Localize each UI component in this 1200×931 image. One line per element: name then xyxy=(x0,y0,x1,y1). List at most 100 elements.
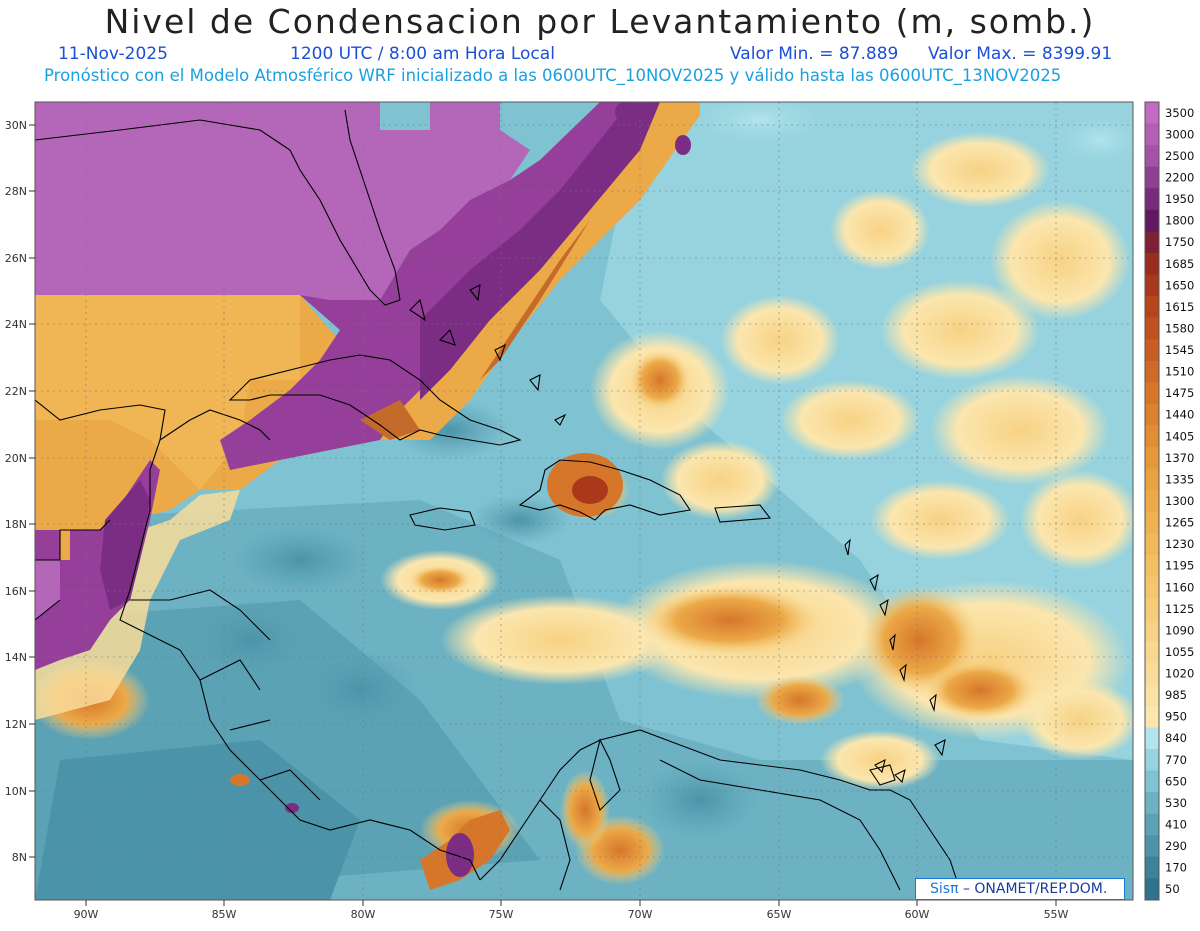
lat-label: 12N xyxy=(5,718,27,731)
colorbar-label: 1615 xyxy=(1165,300,1194,314)
lon-label: 85W xyxy=(212,908,237,921)
lon-label: 75W xyxy=(489,908,514,921)
colorbar-swatch xyxy=(1145,252,1159,276)
colorbar-swatch xyxy=(1145,684,1159,707)
graticule xyxy=(35,102,1133,900)
colorbar-swatch xyxy=(1145,705,1159,728)
colorbar-swatch xyxy=(1145,533,1159,556)
colorbar-label: 650 xyxy=(1165,774,1187,788)
colorbar-swatch xyxy=(1145,792,1159,815)
colorbar-label: 1685 xyxy=(1165,257,1194,271)
colorbar-label: 1475 xyxy=(1165,386,1194,400)
purple-high-lcl xyxy=(35,102,530,300)
colorbar-swatch xyxy=(1145,511,1159,534)
colorbar-label: 1020 xyxy=(1165,667,1194,681)
map-title: Nivel de Condensacion por Levantamiento … xyxy=(104,2,1096,41)
credit-box: Sisπ – ONAMET/REP.DOM. xyxy=(915,878,1125,900)
colorbar-swatch xyxy=(1145,274,1159,297)
colorbar-label: 1265 xyxy=(1165,516,1194,530)
colorbar-swatch xyxy=(1145,382,1159,405)
colorbar-swatch xyxy=(1145,209,1159,232)
colorbar-label: 1440 xyxy=(1165,408,1194,422)
colorbar-label: 1405 xyxy=(1165,429,1194,443)
lat-label: 14N xyxy=(5,651,27,664)
colorbar-label: 950 xyxy=(1165,710,1187,724)
colorbar-swatch xyxy=(1145,231,1159,254)
colorbar-label: 1230 xyxy=(1165,537,1194,551)
colorbar-swatch xyxy=(1145,813,1159,836)
valid-time: 1200 UTC / 8:00 am Hora Local xyxy=(290,44,555,64)
colorbar-label: 3000 xyxy=(1165,127,1194,141)
colorbar: 3500 3000 2500 2200 1950 1800 1750 1685 1650 1615… xyxy=(1144,101,1194,901)
lat-label: 28N xyxy=(5,185,27,198)
colorbar-label: 1055 xyxy=(1165,645,1194,659)
colorbar-label: 290 xyxy=(1165,839,1187,853)
colorbar-label: 50 xyxy=(1165,882,1180,896)
colorbar-swatch xyxy=(1145,641,1159,664)
colorbar-swatch xyxy=(1145,770,1159,793)
colorbar-label: 840 xyxy=(1165,731,1187,745)
colorbar-swatch xyxy=(1145,878,1159,901)
lat-label: 20N xyxy=(5,452,27,465)
colorbar-swatch xyxy=(1145,554,1159,577)
colorbar-swatch xyxy=(1145,468,1159,491)
min-value: Valor Min. = 87.889 xyxy=(730,44,899,64)
coastlines xyxy=(35,109,961,891)
colorbar-swatch xyxy=(1145,317,1159,340)
lon-label: 90W xyxy=(74,908,99,921)
colorbar-swatch xyxy=(1145,145,1159,168)
colorbar-label: 1195 xyxy=(1165,559,1194,573)
colorbar-swatch xyxy=(1145,447,1159,470)
lat-label: 8N xyxy=(12,851,27,864)
colorbar-label: 985 xyxy=(1165,688,1187,702)
credit-text: – ONAMET/REP.DOM. xyxy=(962,881,1108,897)
lon-label: 65W xyxy=(767,908,792,921)
colorbar-label: 1160 xyxy=(1165,580,1194,594)
colorbar-swatch xyxy=(1145,490,1159,513)
colorbar-swatch xyxy=(1145,662,1159,685)
colorbar-swatch xyxy=(1145,576,1159,599)
colorbar-swatch xyxy=(1145,425,1159,448)
lat-label: 16N xyxy=(5,585,27,598)
colorbar-swatch xyxy=(1145,727,1159,750)
colorbar-label: 530 xyxy=(1165,796,1187,810)
colorbar-label: 1580 xyxy=(1165,321,1194,335)
colorbar-swatch xyxy=(1145,856,1159,879)
lat-label: 26N xyxy=(5,252,27,265)
valid-date: 11-Nov-2025 xyxy=(58,44,168,64)
map-frame xyxy=(34,101,1134,901)
longitude-axis: 90W 85W 80W 75W 70W 65W 60W 55W xyxy=(74,900,1069,921)
model-subtitle: Pronóstico con el Modelo Atmosférico WRF… xyxy=(44,66,1062,85)
lon-label: 80W xyxy=(351,908,376,921)
lon-label: 55W xyxy=(1044,908,1069,921)
colorbar-swatch xyxy=(1145,339,1159,362)
colorbar-label: 1335 xyxy=(1165,472,1194,486)
colorbar-label: 1090 xyxy=(1165,623,1194,637)
colorbar-label: 1545 xyxy=(1165,343,1194,357)
max-value: Valor Max. = 8399.91 xyxy=(928,44,1113,64)
colorbar-label: 410 xyxy=(1165,818,1187,832)
colorbar-label: 1370 xyxy=(1165,451,1194,465)
colorbar-label: 1125 xyxy=(1165,602,1194,616)
colorbar-label: 1510 xyxy=(1165,365,1194,379)
colorbar-swatch xyxy=(1145,360,1159,383)
lon-label: 60W xyxy=(905,908,930,921)
lon-label: 70W xyxy=(628,908,653,921)
lat-label: 30N xyxy=(5,119,27,132)
colorbar-label: 770 xyxy=(1165,753,1187,767)
colorbar-frame xyxy=(1144,101,1160,901)
colorbar-swatch xyxy=(1145,835,1159,858)
colorbar-swatch xyxy=(1145,188,1159,211)
lat-label: 18N xyxy=(5,518,27,531)
colorbar-swatch xyxy=(1145,749,1159,772)
colorbar-swatch xyxy=(1145,102,1159,125)
lat-label: 22N xyxy=(5,385,27,398)
colorbar-swatch xyxy=(1145,598,1159,621)
colorbar-swatch xyxy=(1145,123,1159,146)
colorbar-label: 3500 xyxy=(1165,106,1194,120)
map-area xyxy=(35,102,1133,900)
colorbar-label: 1800 xyxy=(1165,214,1194,228)
colorbar-swatch xyxy=(1145,296,1159,319)
colorbar-label: 1650 xyxy=(1165,278,1194,292)
